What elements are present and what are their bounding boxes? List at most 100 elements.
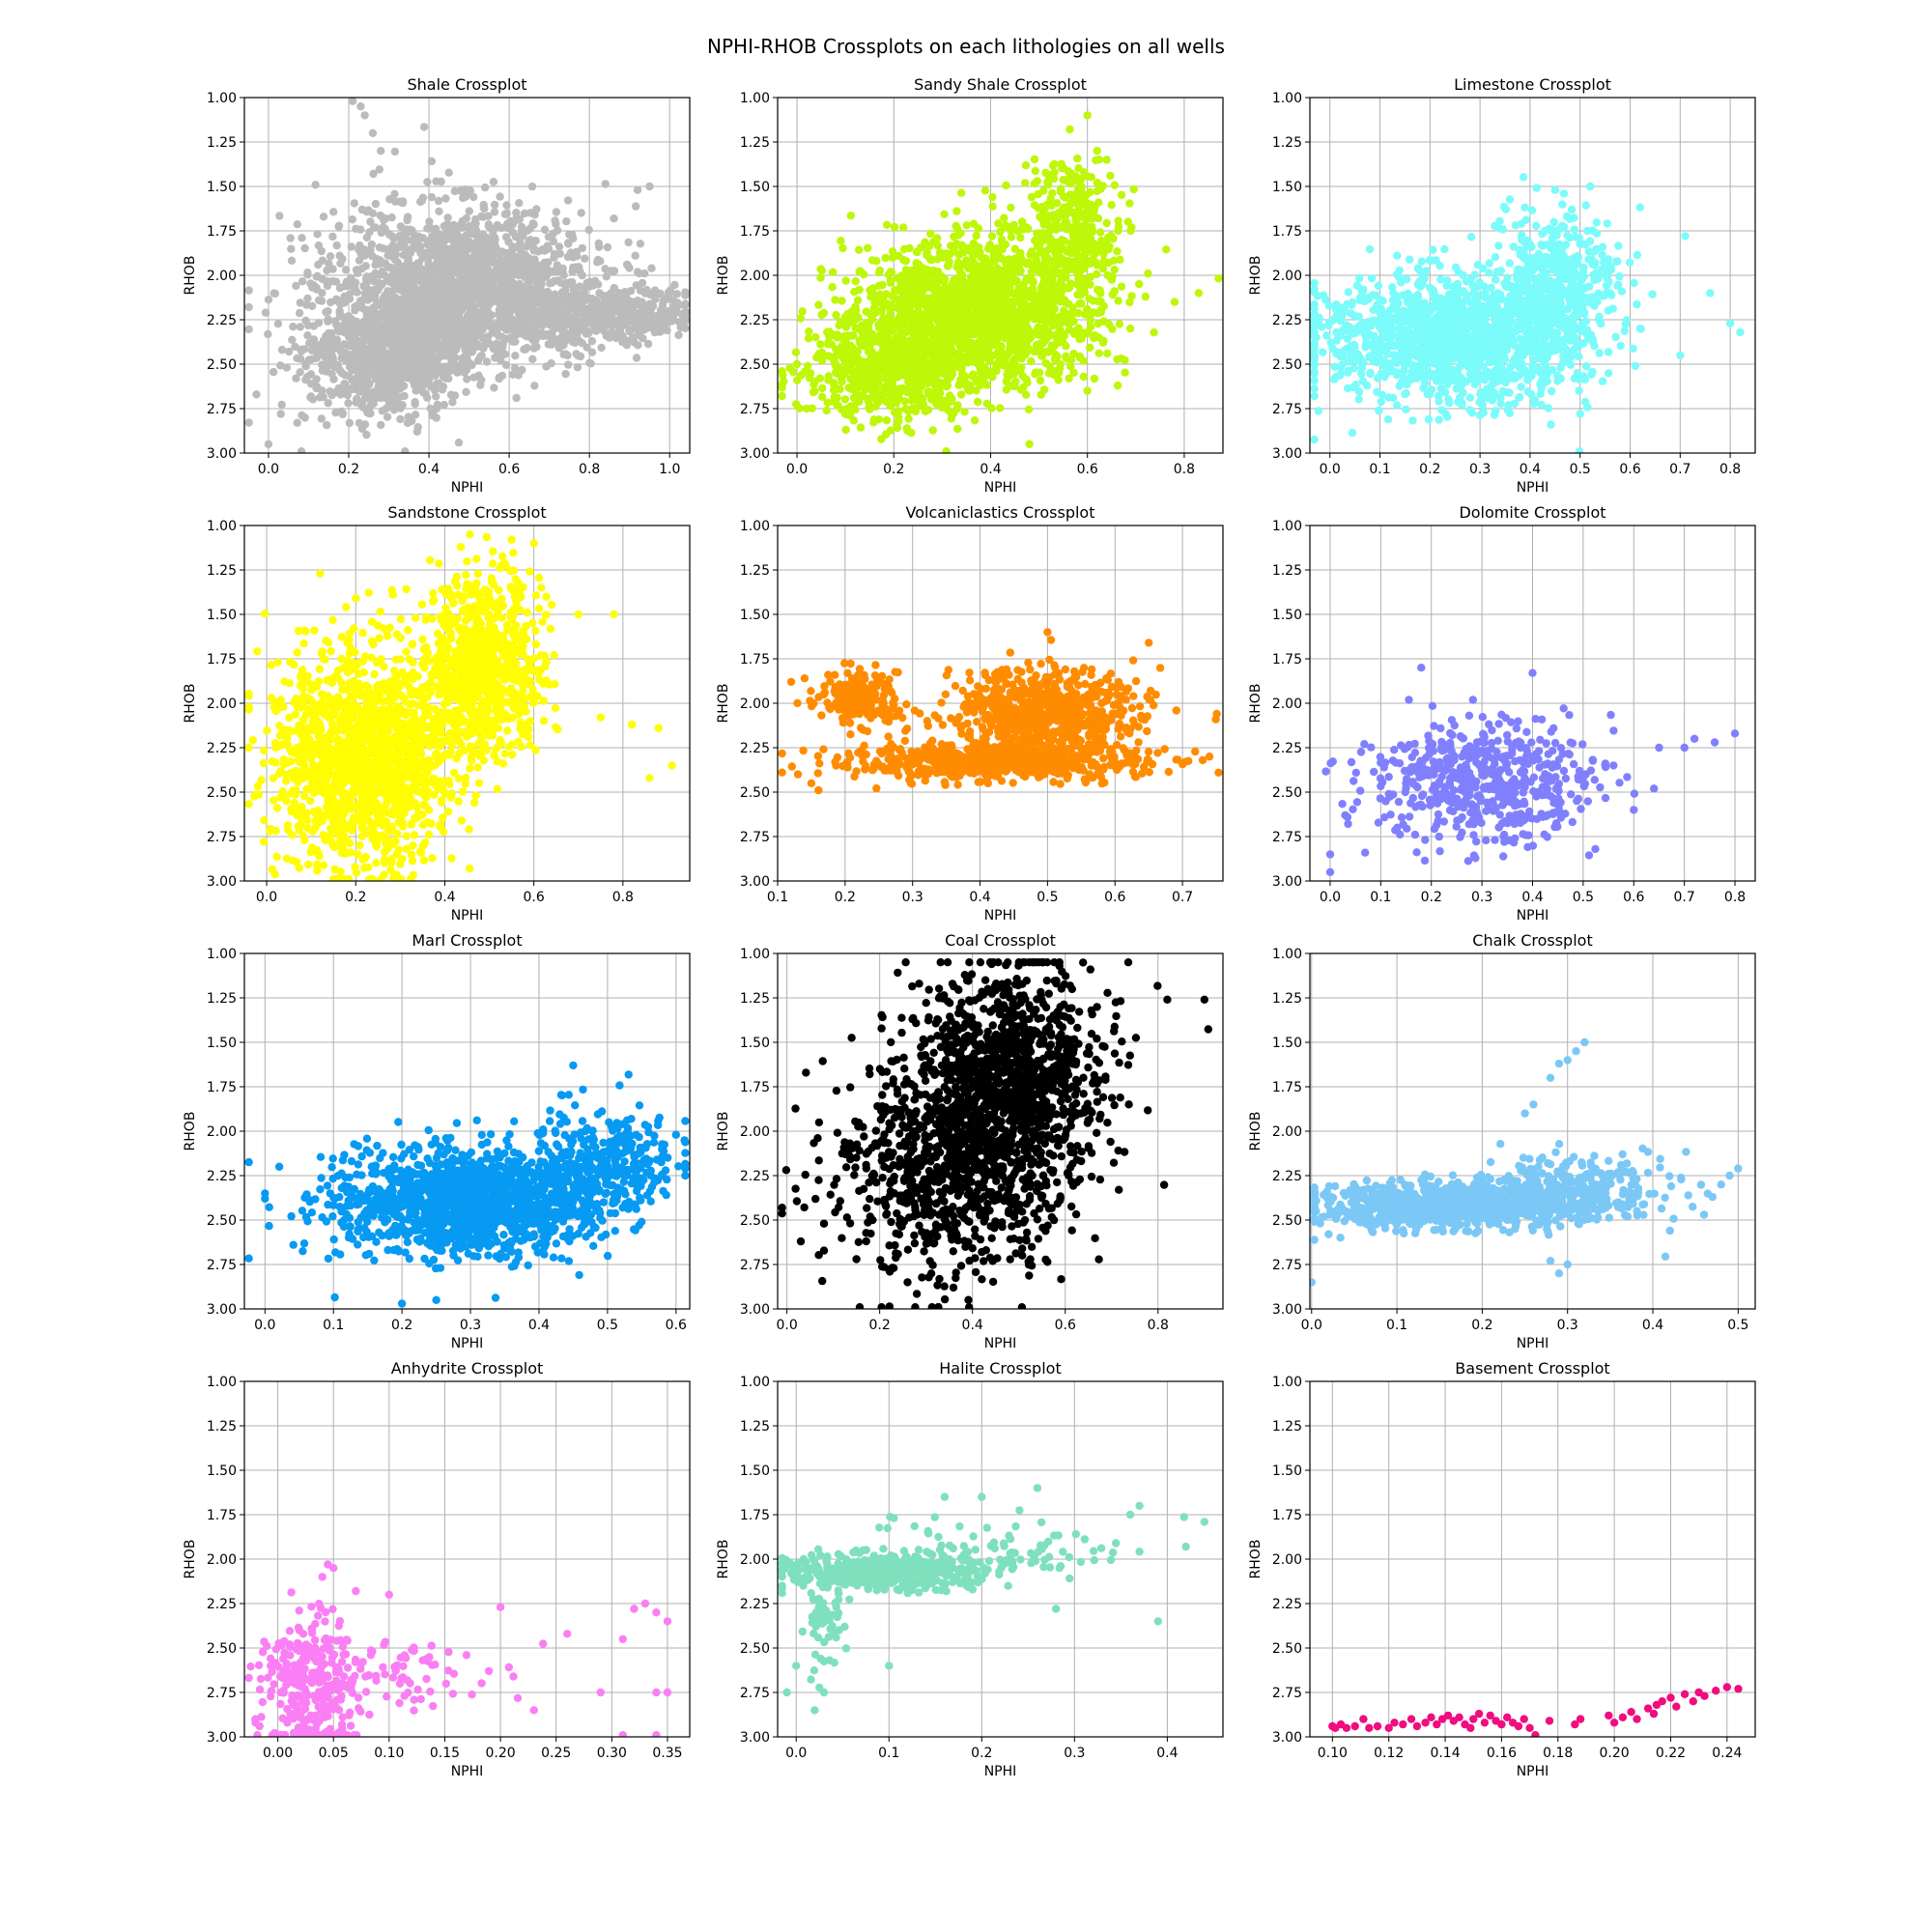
scatter-point (286, 234, 295, 242)
scatter-point (347, 363, 356, 372)
scatter-point (501, 233, 511, 242)
scatter-point (527, 182, 537, 191)
scatter-point (1098, 338, 1108, 347)
scatter-point (578, 339, 586, 348)
scatter-point (1014, 262, 1024, 270)
scatter-point (633, 268, 642, 276)
scatter-point (610, 214, 618, 223)
scatter-point (493, 339, 501, 348)
scatter-point (282, 363, 291, 372)
scatter-point (538, 321, 548, 329)
scatter-point (313, 230, 322, 239)
scatter-point (361, 307, 371, 316)
scatter-point (391, 281, 401, 291)
scatter-point (384, 244, 393, 254)
scatter-point (419, 123, 429, 131)
scatter-point (435, 251, 443, 260)
scatter-point (369, 169, 378, 179)
scatter-point (1054, 328, 1063, 337)
scatter-point (490, 233, 499, 242)
scatter-point (318, 386, 327, 395)
scatter-point (344, 399, 353, 408)
scatter-point (892, 295, 900, 303)
scatter-point (496, 268, 505, 277)
scatter-point (659, 297, 668, 305)
scatter-point (1042, 317, 1052, 326)
scatter-point (1094, 349, 1104, 357)
scatter-point (989, 338, 998, 347)
scatter-point (527, 260, 536, 269)
scatter-point (1094, 297, 1102, 305)
scatter-point (952, 240, 961, 248)
scatter-point (361, 349, 370, 357)
scatter-point (1090, 374, 1099, 384)
scatter-point (314, 260, 323, 270)
scatter-point (510, 363, 520, 373)
scatter-point (1006, 339, 1015, 348)
scatter-point (371, 374, 381, 383)
x-tick-label: 0.0 (258, 462, 279, 477)
scatter-point (353, 373, 361, 383)
scatter-point (561, 350, 570, 358)
scatter-point (332, 241, 341, 250)
scatter-point (918, 291, 926, 299)
figure-title: NPHI-RHOB Crossplots on each lithologies… (707, 35, 1225, 58)
scatter-point (996, 404, 1005, 412)
scatter-point (1007, 226, 1015, 235)
scatter-point (325, 339, 333, 349)
scatter-point (501, 360, 511, 369)
scatter-point (397, 262, 406, 270)
scatter-point (512, 281, 522, 291)
scatter-point (1000, 223, 1009, 232)
scatter-point (952, 224, 962, 233)
scatter-point (416, 197, 425, 207)
scatter-point (487, 311, 496, 320)
scatter-point (1009, 357, 1017, 367)
scatter-point (643, 339, 653, 349)
scatter-point (415, 302, 425, 311)
scatter-point (416, 355, 425, 363)
scatter-point (376, 211, 384, 220)
scatter-point (967, 312, 976, 322)
scatter-point (481, 336, 490, 345)
scatter-point (508, 315, 517, 325)
scatter-point (981, 273, 990, 282)
scatter-point (934, 340, 944, 350)
scatter-point (638, 278, 647, 288)
scatter-point (439, 346, 447, 355)
scatter-point (933, 267, 943, 276)
scatter-point (503, 221, 513, 230)
scatter-point (354, 320, 363, 329)
scatter-point (1058, 295, 1066, 303)
scatter-point (647, 302, 656, 312)
scatter-point (882, 220, 892, 229)
scatter-point (506, 261, 515, 270)
scatter-point (373, 364, 382, 373)
scatter-point (344, 386, 353, 395)
scatter-point (352, 340, 360, 350)
scatter-point (581, 254, 589, 263)
scatter-point (952, 207, 961, 215)
scatter-point (497, 255, 505, 264)
scatter-point (440, 400, 448, 410)
scatter-point (318, 289, 327, 298)
scatter-point (841, 276, 850, 285)
scatter-point (463, 375, 471, 384)
scatter-point (881, 253, 890, 263)
scatter-point (528, 355, 537, 363)
scatter-point (972, 386, 980, 395)
scatter-point (514, 309, 524, 318)
scatter-point (886, 307, 895, 316)
scatter-point (371, 223, 380, 232)
scatter-point (422, 278, 431, 288)
scatter-point (645, 182, 654, 191)
scatter-point (463, 313, 472, 322)
scatter-point (914, 285, 923, 294)
scatter-point (666, 289, 674, 298)
scatter-point (288, 335, 297, 344)
scatter-point (933, 241, 942, 250)
scatter-point (355, 326, 363, 335)
scatter-point (899, 244, 909, 254)
scatter-point (411, 400, 419, 409)
scatter-point (636, 327, 644, 336)
